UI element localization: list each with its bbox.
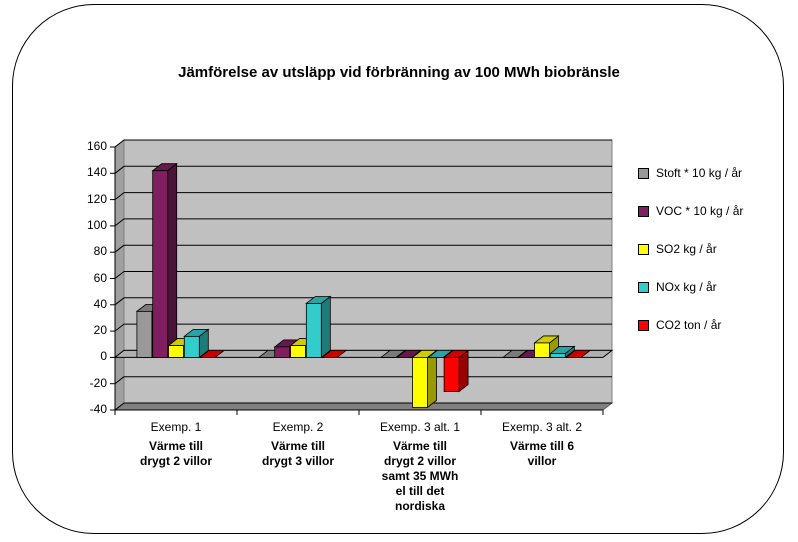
bar bbox=[183, 335, 200, 358]
legend-swatch bbox=[638, 206, 649, 217]
category-name: Exemp. 3 alt. 2 bbox=[501, 420, 583, 434]
gridline-side bbox=[114, 402, 125, 411]
y-tick-label: 80 bbox=[93, 244, 107, 259]
category-label: Exemp. 2 Värme till drygt 3 villor bbox=[238, 420, 358, 469]
y-tick-label: 100 bbox=[86, 217, 107, 232]
bar bbox=[274, 346, 291, 358]
gridline-side bbox=[114, 218, 125, 227]
gridline-side bbox=[114, 244, 125, 253]
chart-title: Jämförelse av utsläpp vid förbränning av… bbox=[178, 64, 620, 81]
gridline-side bbox=[114, 376, 125, 385]
category-label: Exemp. 3 alt. 2 Värme till 6 villor bbox=[482, 420, 602, 469]
gridline-side bbox=[114, 139, 125, 148]
category-name: Exemp. 1 bbox=[150, 420, 202, 434]
category-description: Värme till 6 villor bbox=[509, 439, 575, 468]
y-tick-label: 40 bbox=[93, 296, 107, 311]
gridline-side bbox=[114, 165, 125, 174]
legend-swatch bbox=[638, 168, 649, 179]
legend-label: CO2 ton / år bbox=[656, 318, 722, 332]
bar bbox=[443, 356, 460, 392]
bar-side bbox=[167, 162, 178, 359]
bar-side bbox=[320, 295, 331, 359]
legend-label: SO2 kg / år bbox=[656, 242, 717, 256]
y-tick-label: 60 bbox=[93, 270, 107, 285]
legend-label: VOC * 10 kg / år bbox=[656, 204, 744, 218]
gridline-side bbox=[114, 297, 125, 306]
bar bbox=[152, 170, 169, 358]
category-description: Värme till drygt 2 villor samt 35 MWh el… bbox=[381, 439, 459, 513]
plot-floor bbox=[113, 402, 614, 411]
bar bbox=[136, 310, 153, 358]
bar bbox=[305, 303, 322, 358]
gridline-side bbox=[114, 192, 125, 200]
legend-swatch bbox=[638, 320, 649, 331]
legend-label: Stoft * 10 kg / år bbox=[656, 166, 743, 180]
category-label: Exemp. 3 alt. 1 Värme till drygt 2 villor… bbox=[360, 420, 480, 514]
y-tick-label: 20 bbox=[93, 323, 107, 338]
legend-swatch bbox=[638, 282, 649, 293]
y-tick-label: -20 bbox=[89, 375, 107, 390]
bar bbox=[549, 353, 566, 358]
category-label: Exemp. 1 Värme till drygt 2 villor bbox=[116, 420, 236, 469]
bar bbox=[168, 345, 184, 358]
y-tick-label: 0 bbox=[100, 349, 107, 364]
legend-label: NOx kg / år bbox=[656, 280, 717, 294]
bar-side bbox=[427, 349, 437, 409]
bar bbox=[412, 356, 428, 408]
bar bbox=[290, 345, 306, 358]
category-name: Exemp. 2 bbox=[272, 420, 324, 434]
y-tick-label: 120 bbox=[86, 191, 107, 206]
category-description: Värme till drygt 2 villor bbox=[139, 439, 213, 468]
gridline-side bbox=[114, 271, 125, 279]
gridline-side bbox=[114, 323, 125, 332]
y-tick-label: -40 bbox=[89, 402, 107, 416]
bar bbox=[534, 342, 550, 358]
y-tick-label: 140 bbox=[86, 165, 107, 180]
legend-swatch bbox=[638, 244, 649, 255]
category-name: Exemp. 3 alt. 1 bbox=[379, 420, 461, 434]
y-tick-label: 160 bbox=[86, 139, 107, 153]
category-description: Värme till drygt 3 villor bbox=[261, 439, 335, 468]
